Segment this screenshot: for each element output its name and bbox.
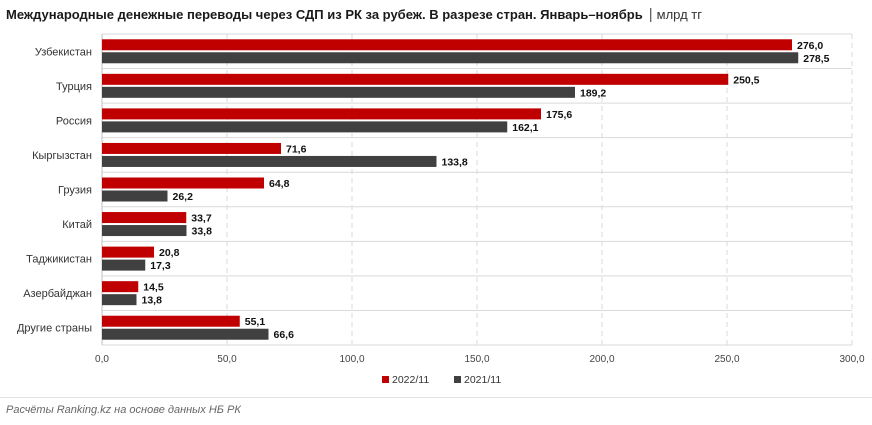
data-label: 250,5 (733, 74, 759, 86)
data-label: 17,3 (150, 260, 171, 272)
x-tick-label: 250,0 (714, 354, 739, 365)
bar-2021-11 (102, 259, 146, 271)
bar-2021-11 (102, 155, 437, 167)
data-label: 13,8 (142, 295, 163, 307)
data-label: 33,7 (191, 213, 212, 225)
x-tick-label: 200,0 (589, 354, 614, 365)
bar-2021-11 (102, 86, 575, 98)
category-label: Россия (56, 115, 92, 127)
category-label: Кыргызстан (32, 150, 92, 162)
x-tick-label: 100,0 (339, 354, 364, 365)
category-label: Грузия (58, 185, 92, 197)
footer-divider (0, 397, 872, 398)
x-tick-label: 50,0 (217, 354, 237, 365)
bar-2022-11 (102, 177, 264, 189)
category-label: Другие страны (17, 323, 92, 335)
data-label: 14,5 (143, 282, 164, 294)
bar-2021-11 (102, 225, 187, 237)
data-label: 55,1 (245, 316, 266, 328)
x-tick-label: 150,0 (464, 354, 489, 365)
legend-label: 2021/11 (464, 374, 501, 386)
category-label: Китай (62, 219, 92, 231)
bar-2021-11 (102, 52, 799, 64)
legend-swatch (382, 376, 389, 383)
legend-label: 2022/11 (392, 374, 429, 386)
data-label: 64,8 (269, 178, 290, 190)
data-label: 278,5 (803, 53, 829, 65)
title-separator: | (648, 6, 653, 23)
source-note: Расчёты Ranking.kz на основе данных НБ Р… (6, 404, 241, 416)
bar-2021-11 (102, 190, 168, 202)
chart-title: Международные денежные переводы через СД… (6, 7, 643, 22)
bar-2021-11 (102, 328, 269, 340)
data-label: 175,6 (546, 109, 572, 121)
bar-2022-11 (102, 212, 187, 224)
data-label: 189,2 (580, 87, 606, 99)
category-label: Узбекистан (35, 46, 92, 58)
data-label: 26,2 (173, 191, 194, 203)
bar-2022-11 (102, 39, 792, 51)
data-label: 66,6 (274, 329, 295, 341)
x-tick-label: 0,0 (95, 354, 109, 365)
data-label: 276,0 (797, 40, 823, 52)
bar-2022-11 (102, 142, 281, 154)
chart-unit: млрд тг (656, 7, 702, 22)
category-label: Турция (56, 81, 92, 93)
bar-2021-11 (102, 294, 137, 306)
bar-2022-11 (102, 108, 541, 120)
category-label: Азербайджан (23, 288, 92, 300)
data-label: 20,8 (159, 247, 180, 259)
bar-2022-11 (102, 73, 729, 85)
data-label: 162,1 (512, 122, 538, 134)
data-label: 71,6 (286, 143, 307, 155)
chart-title-row: Международные денежные переводы через СД… (6, 6, 866, 26)
bar-2021-11 (102, 121, 508, 133)
bar-2022-11 (102, 315, 240, 327)
bar-2022-11 (102, 246, 154, 258)
data-label: 133,8 (442, 156, 468, 168)
data-label: 33,8 (192, 226, 213, 238)
legend-swatch (454, 376, 461, 383)
bar-2022-11 (102, 281, 139, 293)
category-label: Таджикистан (26, 254, 92, 266)
x-tick-label: 300,0 (839, 354, 864, 365)
